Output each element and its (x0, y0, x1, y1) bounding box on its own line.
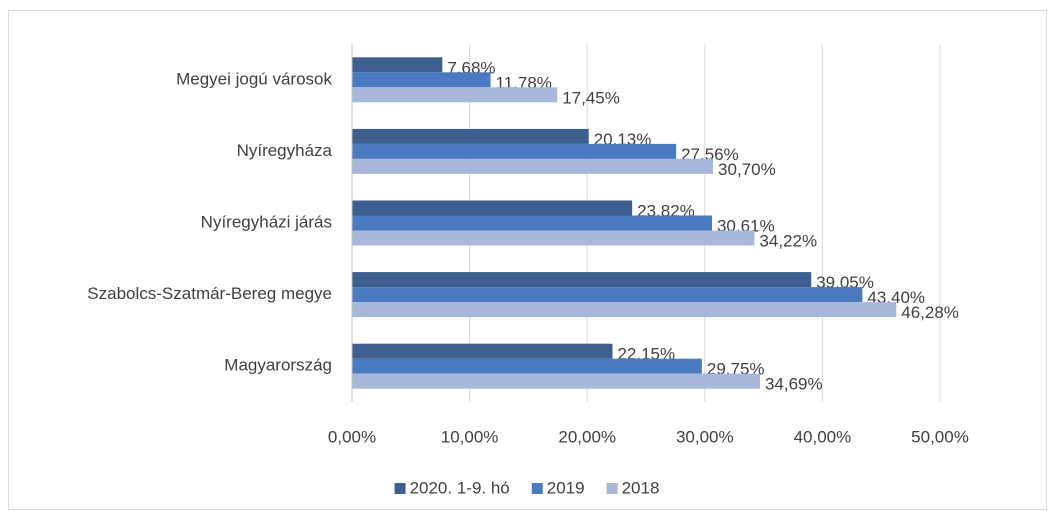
y-tick-label: Nyíregyházi járás (201, 212, 332, 231)
value-label: 30,70% (718, 160, 776, 179)
legend-label: 2020. 1-9. hó (410, 478, 510, 497)
bar (352, 72, 491, 88)
legend-swatch (531, 483, 543, 494)
y-tick-label: Szabolcs-Szatmár-Bereg megye (87, 284, 332, 303)
bar (352, 358, 702, 374)
x-tick-label: 30,00% (676, 427, 734, 446)
bar (352, 200, 633, 216)
legend-swatch (606, 483, 618, 494)
bar (352, 302, 897, 318)
x-tick-label: 10,00% (441, 427, 499, 446)
bar (352, 128, 589, 144)
bar (352, 287, 863, 303)
y-tick-label: Megyei jogú városok (176, 69, 332, 88)
legend-label: 2019 (547, 478, 585, 497)
bar (352, 272, 812, 288)
value-label: 46,28% (901, 303, 959, 322)
value-label: 34,69% (765, 375, 823, 394)
bar (352, 215, 712, 231)
x-tick-label: 50,00% (911, 427, 969, 446)
legend-label: 2018 (622, 478, 660, 497)
legend-swatch (394, 483, 406, 494)
bar (352, 87, 558, 103)
y-tick-label: Nyíregyháza (237, 141, 333, 160)
x-tick-label: 0,00% (328, 427, 376, 446)
x-tick-label: 40,00% (794, 427, 852, 446)
value-label: 34,22% (759, 231, 817, 250)
bar (352, 343, 613, 359)
y-tick-label: Magyarország (224, 356, 332, 375)
bar (352, 373, 760, 389)
bar (352, 230, 755, 246)
x-tick-label: 20,00% (558, 427, 616, 446)
bar (352, 57, 443, 73)
bar (352, 143, 677, 159)
bar (352, 158, 714, 174)
value-label: 17,45% (562, 88, 620, 107)
